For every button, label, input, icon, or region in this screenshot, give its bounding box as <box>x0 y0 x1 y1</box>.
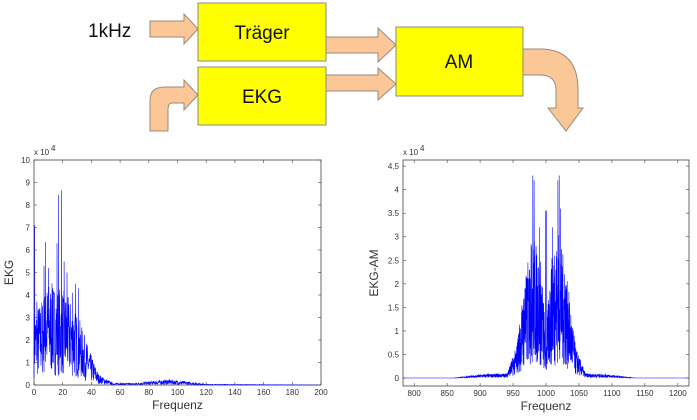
y-tick-label: 3 <box>395 233 400 242</box>
carrier-to-am-arrow <box>325 26 397 64</box>
am-block-label: AM <box>445 52 474 73</box>
x-tick-label: 0 <box>32 388 37 397</box>
y-tick-label: 2.5 <box>388 256 400 265</box>
y-tick-label: 2 <box>395 280 400 289</box>
y-exponent: 4 <box>51 144 56 153</box>
ekg-input-curved-arrow <box>149 78 199 132</box>
y-tick-label: 4 <box>395 186 400 195</box>
block-diagram: 1kHz Träger EKG AM <box>88 2 584 132</box>
x-tick-label: 120 <box>200 388 214 397</box>
y-tick-label: 8 <box>26 201 31 210</box>
y-tick-label: 3 <box>26 314 31 323</box>
x-tick-label: 180 <box>286 388 300 397</box>
y-axis-label: EKG <box>2 260 16 285</box>
ekg-spectrum-chart: 0 20 40 60 80 100 120 140 160 180 200 0 1 2 3 4 5 6 7 8 9 10 x… <box>2 144 328 412</box>
x-tick-label: 1050 <box>570 389 588 398</box>
am-output-arrow <box>522 48 584 132</box>
x-tick-label: 20 <box>58 388 67 397</box>
x-tick-label: 100 <box>171 388 185 397</box>
y-tick-label: 9 <box>26 179 31 188</box>
y-tick-label: 5 <box>26 269 31 278</box>
input-frequency-label: 1kHz <box>88 21 131 42</box>
y-tick-label: 1.5 <box>388 303 400 312</box>
x-tick-label: 1100 <box>603 389 621 398</box>
input-arrow <box>149 12 199 46</box>
x-tick-label: 800 <box>408 389 422 398</box>
x-tick-label: 160 <box>257 388 271 397</box>
y-tick-label: 0 <box>395 374 400 383</box>
x-tick-label: 950 <box>506 389 520 398</box>
x-axis-label: Frequenz <box>521 399 572 413</box>
x-axis-label: Frequenz <box>152 398 203 412</box>
y-tick-label: 1 <box>26 359 31 368</box>
y-tick-label: 3.5 <box>388 209 400 218</box>
x-tick-label: 900 <box>473 389 487 398</box>
spectrum-line <box>403 175 689 379</box>
y-tick-label: 10 <box>21 156 30 165</box>
y-tick-label: 1 <box>395 327 400 336</box>
x-tick-label: 40 <box>87 388 96 397</box>
x-tick-label: 1150 <box>636 389 654 398</box>
carrier-block <box>197 2 327 62</box>
carrier-block-label: Träger <box>234 23 290 44</box>
x-tick-label: 850 <box>440 389 454 398</box>
x-tick-label: 80 <box>144 388 153 397</box>
y-tick-label: 2 <box>26 336 31 345</box>
x-tick-label: 60 <box>116 388 125 397</box>
am-block <box>395 26 524 97</box>
ekg-block <box>197 66 327 126</box>
x-tick-label: 140 <box>228 388 242 397</box>
y-tick-label: 4.5 <box>388 162 400 171</box>
spectrum-line <box>33 190 321 386</box>
y-axis-label: EKG-AM <box>367 249 381 296</box>
y-tick-label: 4 <box>26 291 31 300</box>
y-tick-label: 0.5 <box>388 350 400 359</box>
ekg-to-am-arrow <box>325 66 397 102</box>
ekg-am-spectrum-chart: 800 850 900 950 1000 1050 1100 1150 1200 0 0.5 1 1.5… <box>367 144 690 413</box>
x-tick-label: 1200 <box>669 389 687 398</box>
ekg-block-label: EKG <box>242 87 282 108</box>
y-multiplier: x 10 <box>34 148 50 157</box>
y-exponent: 4 <box>420 144 425 153</box>
y-tick-label: 6 <box>26 246 31 255</box>
y-tick-label: 0 <box>26 381 31 390</box>
y-multiplier: x 10 <box>403 148 419 157</box>
x-tick-label: 200 <box>314 388 328 397</box>
y-tick-label: 7 <box>26 224 31 233</box>
x-tick-label: 1000 <box>537 389 555 398</box>
